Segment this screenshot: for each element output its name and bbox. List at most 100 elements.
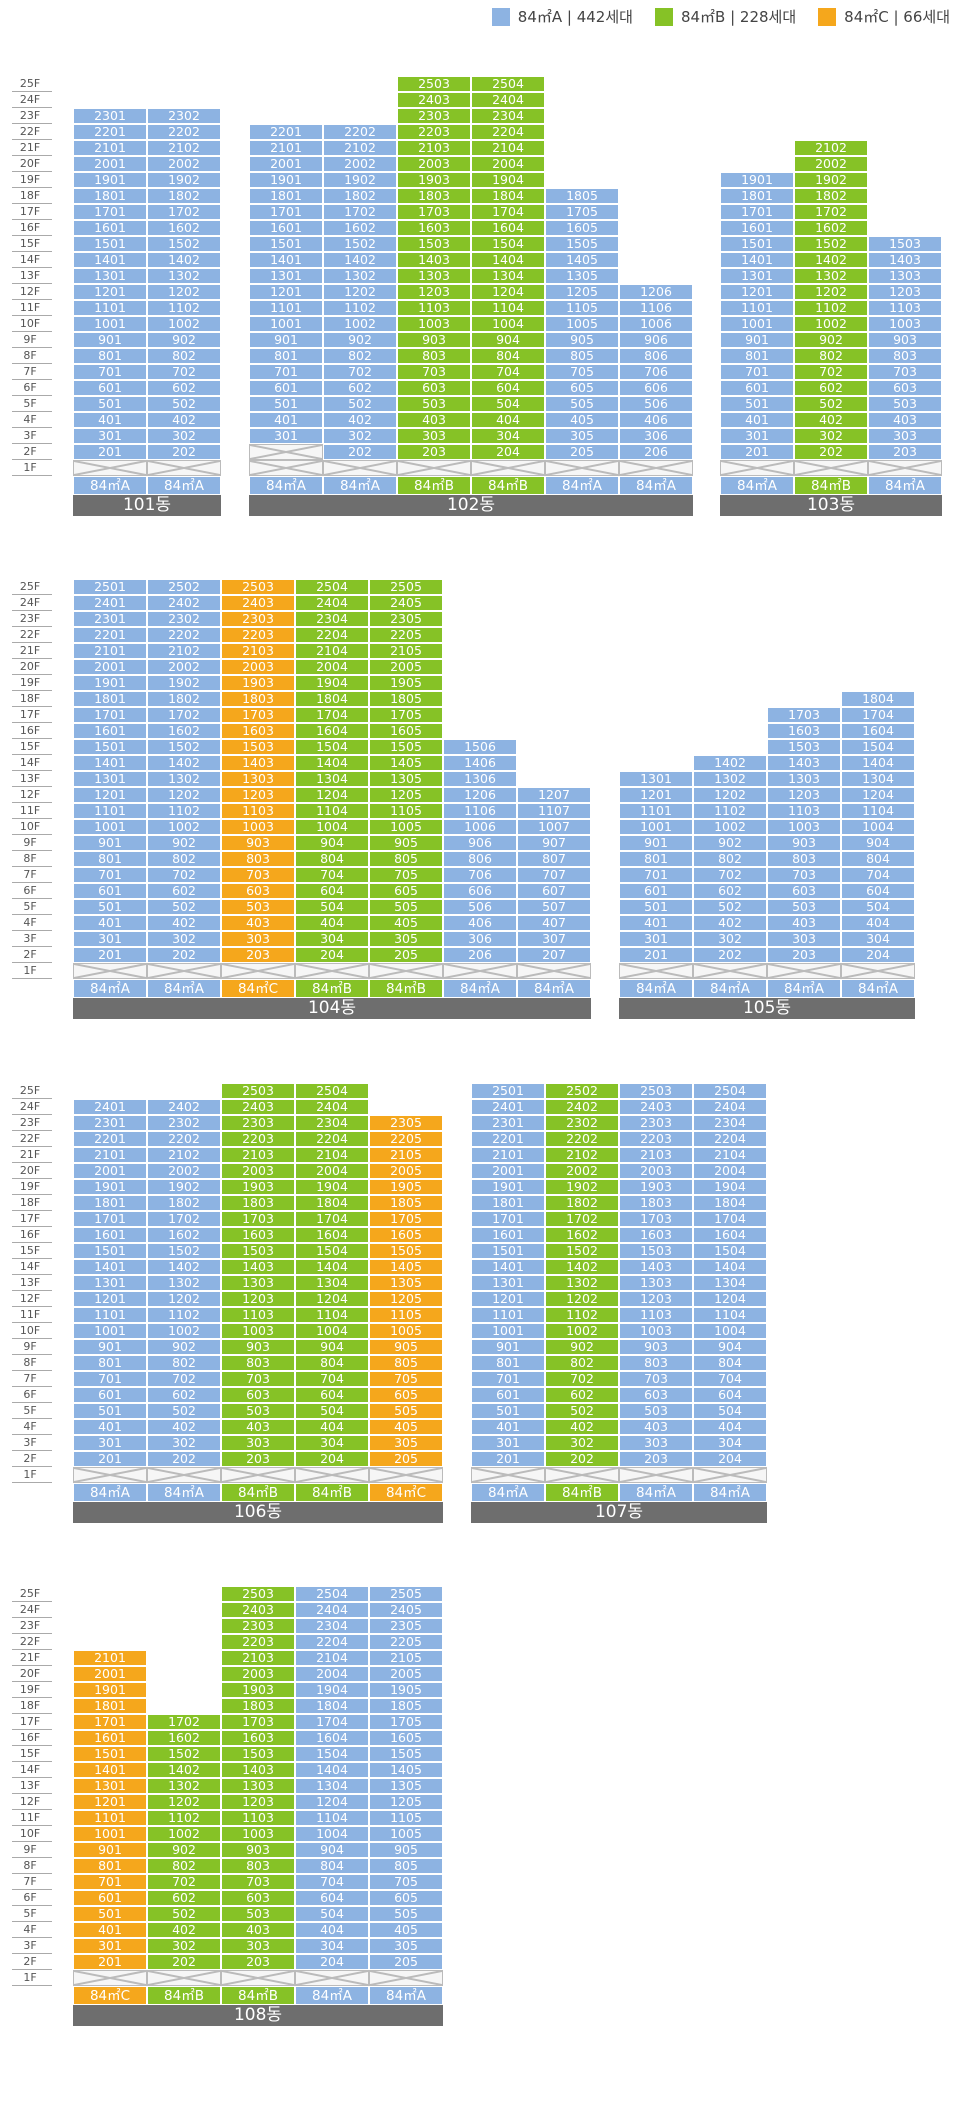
unit-cell: 501 <box>720 396 794 412</box>
unit-cell: 502 <box>147 1403 221 1419</box>
unit-cell: 1502 <box>147 739 221 755</box>
unit-cell: 401 <box>619 915 693 931</box>
unit-cell: 1103 <box>221 1810 295 1826</box>
floor-divider <box>12 1274 52 1275</box>
unit-cell: 2202 <box>147 627 221 643</box>
unit-cell: 203 <box>221 947 295 963</box>
unit-cell: 1103 <box>767 803 841 819</box>
floor-divider <box>12 1370 52 1371</box>
unit-cell: 1006 <box>619 316 693 332</box>
unit-type-label: 84㎡A <box>471 1483 545 1502</box>
unit-cell: 1803 <box>221 1195 295 1211</box>
unit-cell: 1901 <box>471 1179 545 1195</box>
floor-label: 21F <box>19 1148 41 1161</box>
floor-divider <box>12 1338 52 1339</box>
unit-cell: 405 <box>369 915 443 931</box>
unit-cell: 1004 <box>471 316 545 332</box>
unit-cell: 501 <box>73 1403 147 1419</box>
unit-cell: 901 <box>249 332 323 348</box>
unit-cell: 2204 <box>471 124 545 140</box>
unit-cell: 603 <box>221 1387 295 1403</box>
legend-item-a: 84㎡A | 442세대 <box>491 6 633 27</box>
floor-label: 22F <box>19 125 41 138</box>
unit-cell: 2201 <box>73 1131 147 1147</box>
unit-type-label: 84㎡B <box>369 979 443 998</box>
unit-cell: 603 <box>619 1387 693 1403</box>
floor-divider <box>12 411 52 412</box>
floor-label: 20F <box>19 1164 41 1177</box>
pilotis-cell <box>397 460 471 476</box>
unit-cell: 2002 <box>323 156 397 172</box>
floor-label: 14F <box>19 1260 41 1273</box>
unit-cell: 602 <box>147 1387 221 1403</box>
unit-cell: 2503 <box>221 1586 295 1602</box>
unit-cell: 1601 <box>249 220 323 236</box>
unit-cell: 1703 <box>767 707 841 723</box>
unit-cell: 1204 <box>295 1291 369 1307</box>
floor-divider <box>12 1402 52 1403</box>
unit-cell: 1002 <box>794 316 868 332</box>
floor-label: 8F <box>23 852 37 865</box>
floor-divider <box>12 754 52 755</box>
unit-cell: 1903 <box>221 1179 295 1195</box>
pilotis-cell <box>767 963 841 979</box>
unit-cell: 1007 <box>517 819 591 835</box>
unit-type-label: 84㎡A <box>693 979 767 998</box>
unit-cell: 303 <box>868 428 942 444</box>
unit-cell: 406 <box>619 412 693 428</box>
unit-cell: 1702 <box>147 1211 221 1227</box>
unit-cell: 402 <box>693 915 767 931</box>
unit-cell: 602 <box>323 380 397 396</box>
unit-cell: 1602 <box>147 723 221 739</box>
unit-cell: 304 <box>295 1938 369 1954</box>
unit-cell: 501 <box>73 396 147 412</box>
unit-cell: 1801 <box>73 691 147 707</box>
unit-type-label: 84㎡B <box>221 1483 295 1502</box>
floor-label: 14F <box>19 253 41 266</box>
unit-cell: 2504 <box>295 1083 369 1099</box>
unit-cell: 1303 <box>221 771 295 787</box>
floor-divider <box>12 123 52 124</box>
floor-label: 2F <box>23 1452 37 1465</box>
unit-cell: 2305 <box>369 611 443 627</box>
floor-label: 24F <box>19 93 41 106</box>
unit-cell: 606 <box>443 883 517 899</box>
unit-cell: 1301 <box>471 1275 545 1291</box>
unit-type-label: 84㎡C <box>73 1986 147 2005</box>
floor-label: 9F <box>23 1843 37 1856</box>
unit-cell: 404 <box>295 1922 369 1938</box>
floor-label: 7F <box>23 1875 37 1888</box>
unit-cell: 1201 <box>73 284 147 300</box>
unit-cell: 605 <box>545 380 619 396</box>
floor-divider <box>12 251 52 252</box>
unit-cell: 1704 <box>295 1714 369 1730</box>
unit-cell: 902 <box>147 1842 221 1858</box>
unit-cell: 802 <box>323 348 397 364</box>
unit-cell: 502 <box>323 396 397 412</box>
floor-divider <box>12 1633 52 1634</box>
unit-cell: 1603 <box>221 723 295 739</box>
unit-cell: 805 <box>545 348 619 364</box>
building-name-bar: 106동 <box>73 1502 443 1523</box>
unit-cell: 402 <box>794 412 868 428</box>
unit-cell: 1304 <box>693 1275 767 1291</box>
unit-cell: 1402 <box>147 1259 221 1275</box>
floor-divider <box>12 379 52 380</box>
floor-label: 15F <box>19 1747 41 1760</box>
unit-cell: 605 <box>369 1890 443 1906</box>
unit-cell: 1101 <box>471 1307 545 1323</box>
unit-type-label: 84㎡B <box>295 979 369 998</box>
unit-cell: 1404 <box>295 1762 369 1778</box>
unit-cell: 2002 <box>545 1163 619 1179</box>
floor-divider <box>12 866 52 867</box>
floor-label: 2F <box>23 1955 37 1968</box>
floor-label: 23F <box>19 612 41 625</box>
unit-cell: 704 <box>295 867 369 883</box>
unit-cell: 1203 <box>221 1794 295 1810</box>
unit-cell: 706 <box>443 867 517 883</box>
unit-cell: 1001 <box>73 1826 147 1842</box>
unit-cell: 1303 <box>619 1275 693 1291</box>
unit-cell: 907 <box>517 835 591 851</box>
floor-label: 22F <box>19 1132 41 1145</box>
unit-cell: 1001 <box>249 316 323 332</box>
